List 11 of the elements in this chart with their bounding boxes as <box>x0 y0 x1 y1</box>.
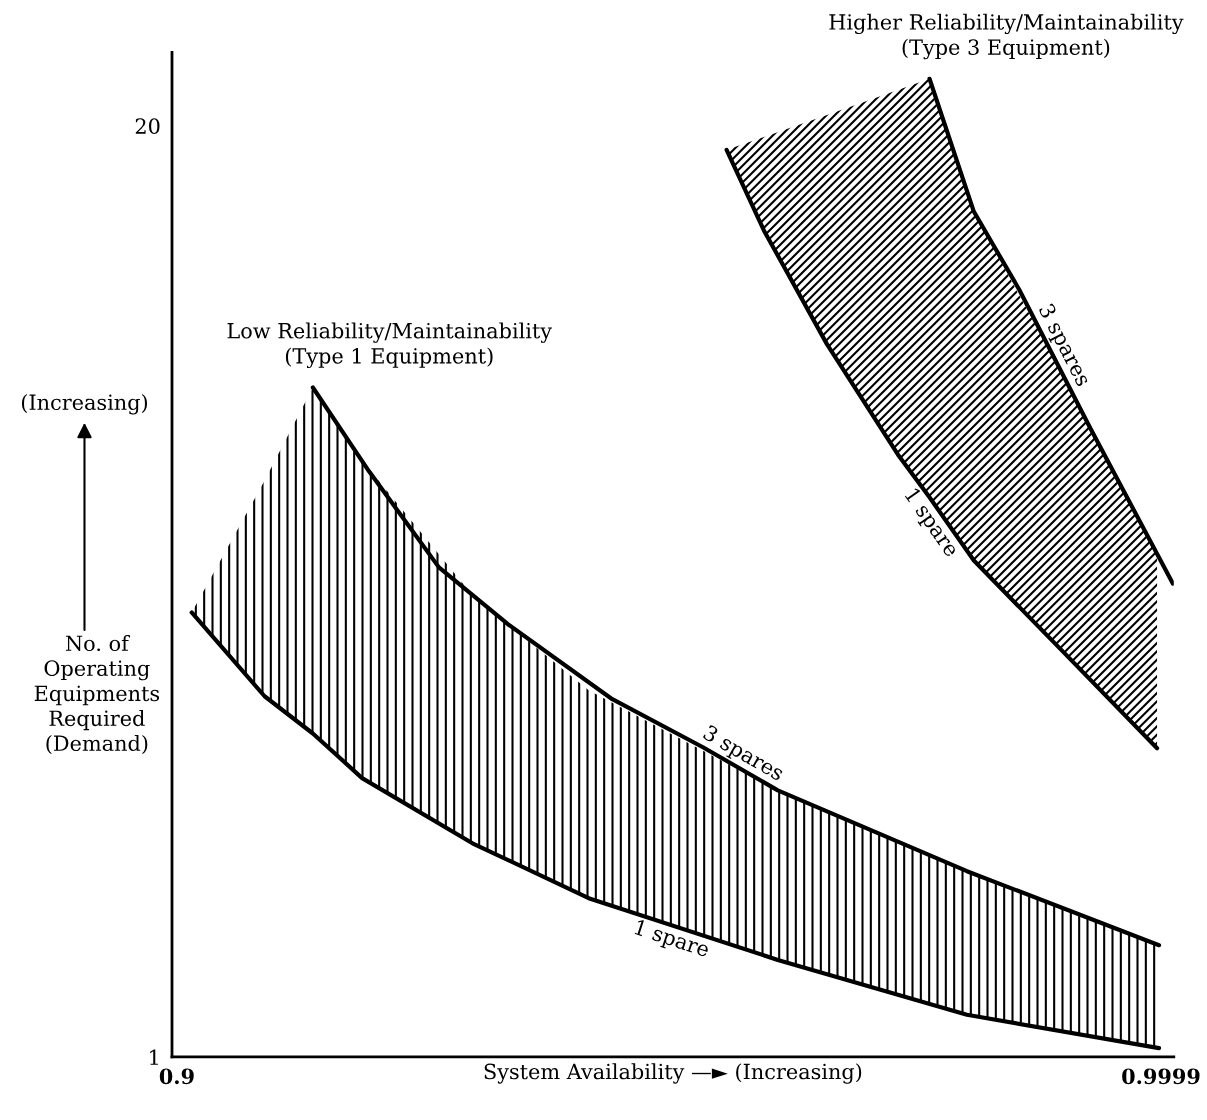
x-tick-label: 0.9 <box>159 1068 194 1085</box>
text: (Increasing) <box>21 393 148 415</box>
x-axis-title: System Availability —► (Increasing) <box>484 1063 862 1084</box>
y-tick-label: 20 <box>135 118 160 135</box>
y-tick-label: 1 <box>150 1049 158 1065</box>
text: 1 spare <box>632 919 711 962</box>
annotation: Higher Reliability/Maintainability (Type 3 Equipment) <box>829 13 1184 60</box>
annotation: Low Reliability/Maintainability (Type 1 Equipment) <box>227 322 553 369</box>
y-axis-title: No. of Operating Equipments Required (Demand) <box>34 635 160 755</box>
line-series <box>189 610 1162 1051</box>
x-tick-label: 0.9999 <box>1122 1068 1200 1085</box>
